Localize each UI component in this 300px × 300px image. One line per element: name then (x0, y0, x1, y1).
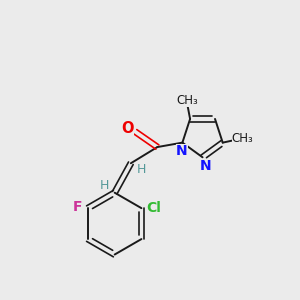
Text: H: H (100, 179, 109, 192)
Text: CH₃: CH₃ (177, 94, 199, 107)
Text: CH₃: CH₃ (232, 132, 253, 145)
Text: F: F (73, 200, 82, 214)
Text: N: N (200, 158, 211, 172)
Text: Cl: Cl (146, 201, 161, 214)
Text: H: H (136, 163, 146, 176)
Text: O: O (122, 121, 134, 136)
Text: N: N (176, 144, 188, 158)
